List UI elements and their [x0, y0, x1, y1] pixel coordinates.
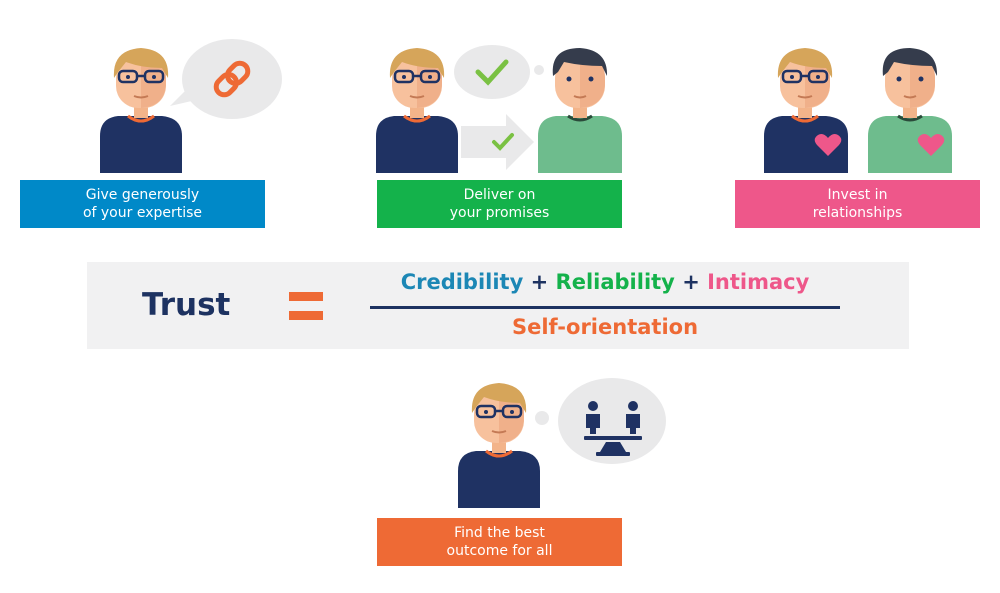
heart-icon — [814, 134, 842, 156]
relationship-figure — [764, 48, 952, 173]
caption-intimacy: Invest in relationships — [735, 180, 980, 228]
thought-bubble — [454, 45, 544, 99]
plus-sign: + — [682, 270, 700, 294]
person-avatar — [376, 48, 458, 173]
trust-equation-panel — [87, 262, 909, 349]
outcome-figure — [458, 378, 666, 508]
arrow-check-icon — [461, 114, 534, 170]
heart-icon — [917, 134, 945, 156]
person-avatar — [458, 383, 540, 508]
person-avatar — [100, 48, 182, 173]
balance-scale-people-icon — [584, 401, 642, 456]
delivery-figure — [376, 45, 622, 173]
term-reliability: Reliability — [555, 270, 675, 294]
speech-bubble — [170, 39, 282, 119]
term-intimacy: Intimacy — [707, 270, 810, 294]
equals-sign-top — [289, 292, 323, 301]
trust-label: Trust — [142, 287, 231, 323]
person-avatar-client — [538, 48, 622, 173]
caption-self-orientation: Find the best outcome for all — [377, 518, 622, 566]
person-expert-figure — [100, 39, 282, 173]
caption-reliability: Deliver on your promises — [377, 180, 622, 228]
plus-sign: + — [530, 270, 549, 294]
person-avatar — [764, 48, 848, 173]
thought-bubble — [535, 378, 666, 464]
caption-credibility: Give generously of your expertise — [20, 180, 265, 228]
checkmark-icon — [475, 59, 509, 86]
person-avatar-client — [868, 48, 952, 173]
fraction-line — [370, 306, 840, 309]
link-icon — [213, 60, 251, 98]
equation-numerator: Credibility + Reliability + Intimacy — [370, 270, 840, 294]
equals-sign-bottom — [289, 311, 323, 320]
term-credibility: Credibility — [400, 270, 524, 294]
equation-denominator: Self-orientation — [511, 315, 699, 339]
